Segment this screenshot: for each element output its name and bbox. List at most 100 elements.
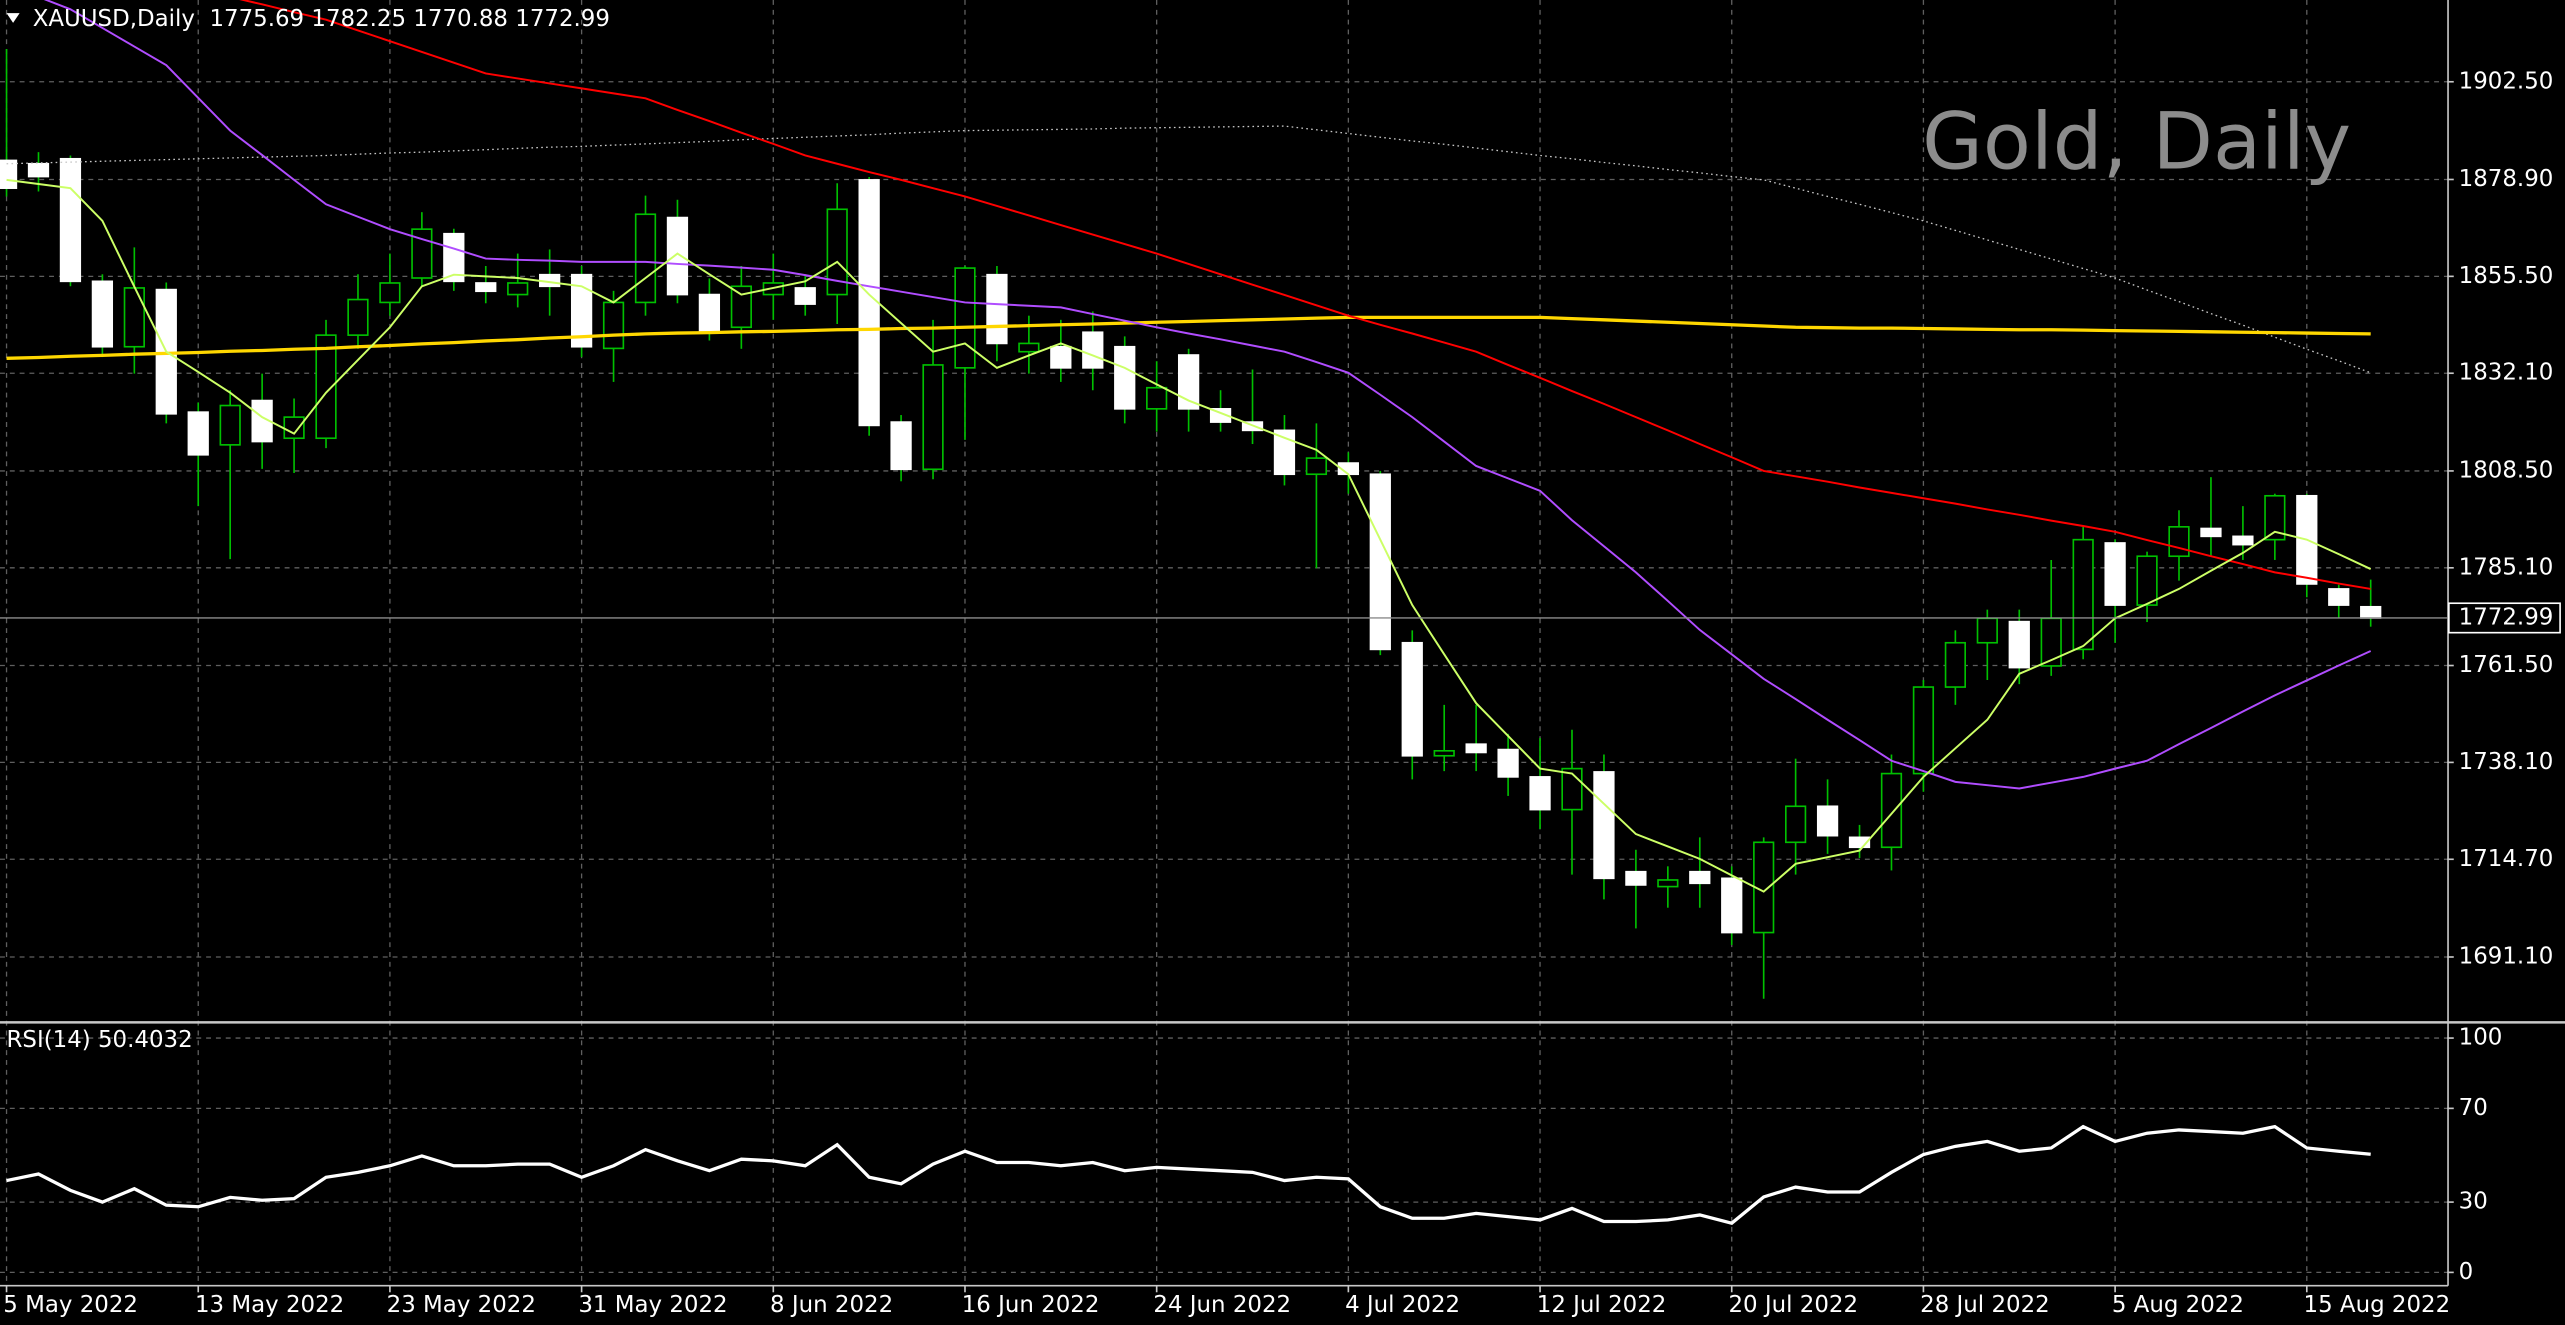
candle-body <box>2232 535 2254 546</box>
y-tick-label: 30 <box>2459 1189 2488 1215</box>
candle-body <box>1305 457 1328 476</box>
candle-body <box>858 179 880 427</box>
moving-average <box>43 0 2372 790</box>
watermark: Gold, Daily <box>1922 96 2351 188</box>
candle-body <box>1529 776 1551 811</box>
x-tick-label: 31 May 2022 <box>578 1292 727 1318</box>
y-tick-label: 1761.50 <box>2459 652 2554 678</box>
candle-body <box>2040 617 2062 667</box>
x-tick-label: 15 Aug 2022 <box>2304 1292 2451 1318</box>
candle-body <box>91 280 114 348</box>
price-panel <box>0 0 2448 999</box>
y-tick-label: 1714.70 <box>2459 846 2554 872</box>
candle-body <box>59 157 82 283</box>
moving-average <box>6 125 2371 374</box>
moving-average <box>6 315 2371 360</box>
rsi-panel <box>6 1124 2371 1225</box>
y-tick-label: 0 <box>2459 1259 2474 1285</box>
x-tick-label: 12 Jul 2022 <box>1537 1292 1667 1318</box>
candle-body <box>315 334 337 440</box>
x-tick-label: 5 Aug 2022 <box>2112 1292 2244 1318</box>
y-tick-label: 70 <box>2459 1095 2488 1121</box>
candle-body <box>1880 772 1903 849</box>
rsi-line <box>6 1124 2371 1225</box>
candle-body <box>986 273 1008 345</box>
rsi-title: RSI(14) 50.4032 <box>7 1027 193 1053</box>
chart-header: XAUUSD,Daily 1775.69 1782.25 1770.88 177… <box>33 6 610 32</box>
candle-body <box>123 287 145 348</box>
candle-body <box>1816 805 1839 837</box>
candle-body <box>890 421 912 471</box>
candle-body <box>570 273 593 348</box>
x-tick-label: 4 Jul 2022 <box>1345 1292 1460 1318</box>
candle-body <box>1050 345 1072 369</box>
candle-body <box>1625 870 1647 886</box>
y-tick-label: 1738.10 <box>2459 749 2554 775</box>
candle-body <box>347 298 369 336</box>
candle-body <box>1944 641 1967 688</box>
x-tick-label: 20 Jul 2022 <box>1728 1292 1858 1318</box>
y-tick-label: 1902.50 <box>2459 68 2554 94</box>
candle-body <box>2360 605 2382 619</box>
candle-body <box>1465 743 1487 754</box>
menu-icon[interactable] <box>6 13 20 23</box>
x-tick-label: 24 Jun 2022 <box>1153 1292 1291 1318</box>
y-tick-label: 1878.90 <box>2459 166 2554 192</box>
candle-body <box>219 404 241 446</box>
candle-body <box>698 293 721 334</box>
candle-body <box>1209 408 1232 423</box>
candle-body <box>602 301 625 350</box>
candle-body <box>1497 748 1519 778</box>
y-tick-label: 1785.10 <box>2459 554 2554 580</box>
candle-body <box>2104 542 2126 606</box>
candle-body <box>507 282 529 296</box>
x-tick-label: 13 May 2022 <box>195 1292 344 1318</box>
candle-body <box>475 282 497 293</box>
y-tick-label: 100 <box>2459 1025 2503 1051</box>
y-tick-label: 1691.10 <box>2459 943 2554 969</box>
candle-body <box>1433 749 1455 757</box>
candle-body <box>2264 494 2286 541</box>
candle-body <box>283 416 305 440</box>
candle-body <box>1401 641 1423 757</box>
candle-body <box>922 364 944 471</box>
candle-body <box>954 267 976 369</box>
candle-body <box>379 282 401 304</box>
candle-body <box>794 287 816 305</box>
candle-body <box>2072 538 2094 651</box>
candle-body <box>0 159 18 189</box>
grid <box>0 0 2448 1286</box>
candle-body <box>1657 879 1679 888</box>
last-price-box <box>2448 602 2561 634</box>
candle-body <box>27 162 50 178</box>
last-price-label: 1772.99 <box>2459 604 2554 630</box>
candle-body <box>1082 331 1104 369</box>
candle-body <box>187 411 209 456</box>
candle-body <box>1721 877 1743 934</box>
candle-body <box>1784 805 1807 844</box>
y-tick-label: 1832.10 <box>2459 360 2554 386</box>
candle-body <box>1593 771 1615 880</box>
candle-body <box>2200 527 2222 538</box>
candle-body <box>1689 870 1711 885</box>
candle-body <box>251 399 273 443</box>
x-tick-label: 8 Jun 2022 <box>770 1292 893 1318</box>
x-tick-label: 28 Jul 2022 <box>1920 1292 2050 1318</box>
candle-body <box>1114 345 1136 410</box>
candle-body <box>1177 354 1200 410</box>
y-tick-label: 1808.50 <box>2459 457 2554 483</box>
candle-body <box>634 213 657 304</box>
candle-body <box>1848 836 1871 849</box>
x-tick-label: 5 May 2022 <box>3 1292 138 1318</box>
candle-body <box>2328 588 2350 606</box>
candle-body <box>2168 526 2190 558</box>
candle-body <box>666 216 689 296</box>
candle-body <box>2008 620 2030 669</box>
x-tick-label: 23 May 2022 <box>387 1292 536 1318</box>
candle-body <box>826 208 848 296</box>
x-tick-label: 16 Jun 2022 <box>962 1292 1100 1318</box>
candle-body <box>1018 342 1040 353</box>
